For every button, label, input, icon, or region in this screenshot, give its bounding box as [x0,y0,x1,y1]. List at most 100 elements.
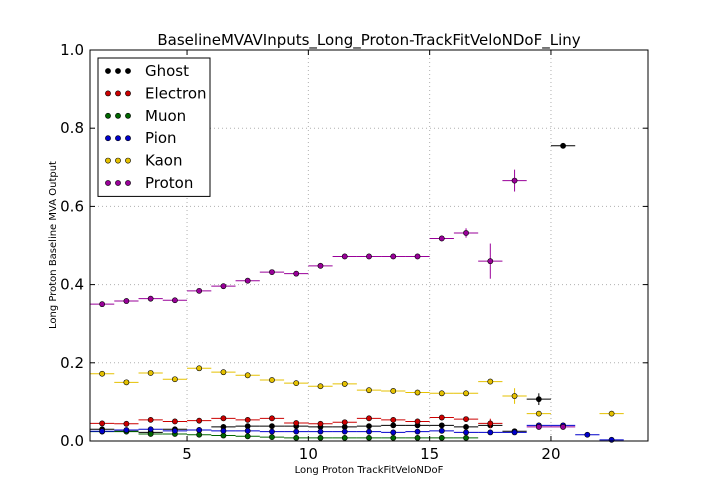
chart-title: BaselineMVAVInputs_Long_Proton-TrackFitV… [157,31,580,50]
legend-label-muon: Muon [145,107,186,125]
kaon-point [196,365,203,372]
pion-point [341,428,348,435]
kaon-point [463,390,469,397]
legend-marker-pion [105,135,111,142]
pion-point [438,427,445,434]
kaon-point [123,379,130,386]
proton-point [487,258,494,265]
legend-marker-muon [105,112,111,119]
proton-point [414,253,421,260]
proton-point [390,253,397,260]
proton-point [341,253,348,260]
kaon-point [293,380,300,387]
kaon-point [172,376,178,383]
electron-point [463,416,469,423]
legend-label-ghost: Ghost [145,62,189,80]
proton-point [366,253,372,260]
pion-point [172,427,178,434]
pion-point [123,427,130,433]
legend-marker-kaon [105,157,111,164]
electron-point [390,416,397,423]
electron-point [317,420,324,427]
electron-point [220,415,227,422]
pion-point [196,427,203,433]
kaon-point [535,410,542,417]
legend-marker-kaon [115,157,121,164]
pion-point [414,428,421,435]
electron-point [196,417,203,424]
proton-point [463,230,469,236]
legend-marker-electron [115,90,121,97]
plot-frame [89,49,649,442]
pion-point [317,428,324,435]
kaon-point [147,370,154,376]
kaon-point [269,377,275,383]
electron-point [366,415,372,422]
y-tick-label: 1.0 [60,41,84,59]
muon-point [366,434,372,441]
proton-point [317,262,324,269]
legend-marker-proton [105,180,111,186]
kaon-point [99,370,106,377]
ghost-point [366,423,372,430]
tick-labels: 5 10 15 20 0.0 0.2 0.4 0.6 0.8 1.0 [60,41,560,463]
ghost-point [390,422,397,429]
ghost-point [269,423,275,430]
electron-point [487,420,494,427]
ticks [90,49,648,442]
electron-point [438,414,445,421]
x-axis-label: Long Proton TrackFitVeloNDoF [295,465,444,476]
electron-point [269,415,275,422]
proton-point [196,287,203,294]
proton-point [269,269,275,275]
electron-point [293,420,300,426]
pion-point [511,429,518,436]
electron-point [244,416,251,423]
series-kaon [90,365,624,417]
proton-point [99,301,106,308]
proton-point [123,298,130,304]
pion-point [390,429,397,436]
x-tick-label: 5 [182,445,192,463]
legend-marker-electron [125,90,131,97]
proton-point [535,424,542,430]
proton-point [220,283,227,290]
series-layer [90,142,624,443]
pion-point [608,436,615,443]
y-tick-label: 0.0 [60,432,84,450]
electron-point [414,418,421,425]
y-tick-label: 0.4 [60,276,84,294]
proton-point [147,295,154,302]
legend-marker-kaon [125,157,131,164]
series-electron [90,414,503,429]
legend-marker-electron [105,90,111,97]
pion-point [293,428,300,435]
y-tick-label: 0.6 [60,197,84,215]
proton-point [293,270,300,277]
muon-point [269,434,275,440]
legend-marker-ghost [115,68,121,74]
pion-point [244,427,251,434]
ghost-point [535,396,542,403]
ghost-point [463,424,469,430]
pion-point [584,431,591,438]
kaon-point [414,389,421,396]
pion-point [99,428,106,435]
kaon-point [317,383,324,390]
electron-point [341,419,348,426]
electron-point [123,420,130,427]
pion-point [366,428,372,435]
legend-marker-pion [125,135,131,142]
pion-point [463,429,469,436]
x-tick-label: 10 [299,445,318,463]
muon-point [390,434,397,441]
muon-point [463,434,469,441]
kaon-point [438,390,445,397]
legend-marker-proton [115,180,121,186]
series-proton [90,169,576,430]
x-tick-label: 20 [541,445,560,463]
legend-marker-ghost [105,68,111,74]
ghost-point [438,422,445,429]
muon-point [438,434,445,441]
electron-point [172,418,178,425]
